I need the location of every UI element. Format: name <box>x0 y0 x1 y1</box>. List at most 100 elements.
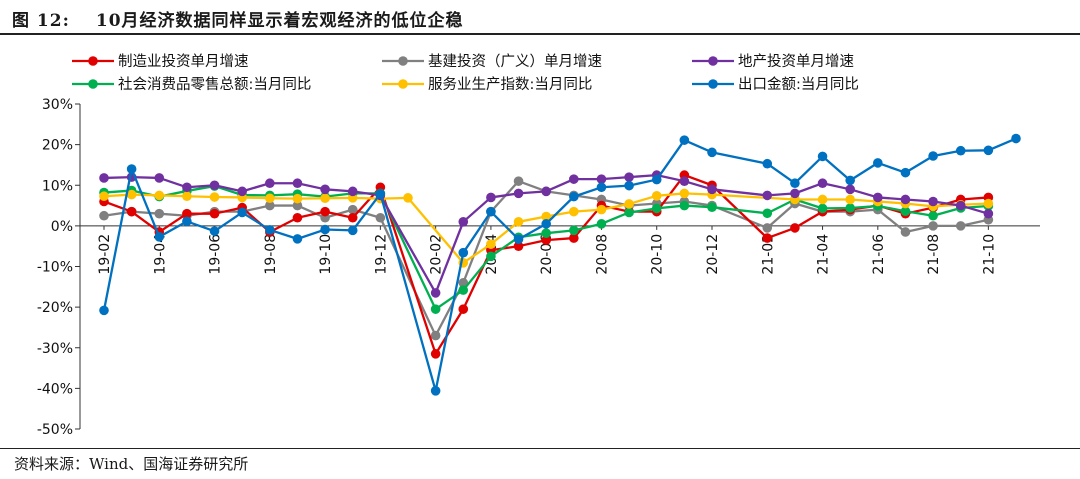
data-point <box>513 234 524 245</box>
legend-swatch-marker <box>708 56 718 66</box>
data-point <box>486 251 496 262</box>
legend-swatch-marker <box>88 79 98 89</box>
data-point <box>679 200 690 211</box>
data-point <box>99 173 109 183</box>
x-tick-label: 19-06 <box>208 234 224 275</box>
data-point <box>790 223 800 233</box>
data-point <box>458 217 469 227</box>
figure-number: 图 12: <box>12 11 70 31</box>
data-point <box>790 188 800 199</box>
y-tick-label: 0% <box>51 219 73 235</box>
data-point <box>762 190 773 201</box>
x-tick-label: 21-06 <box>871 234 887 275</box>
data-point <box>320 206 330 217</box>
data-point <box>458 247 469 258</box>
data-point <box>265 225 275 235</box>
x-tick-label: 19-10 <box>318 234 334 275</box>
data-point <box>430 288 441 298</box>
data-point <box>513 241 524 251</box>
data-point <box>486 239 496 249</box>
data-point <box>873 158 883 168</box>
x-tick-label: 21-10 <box>981 234 997 275</box>
data-point <box>817 203 828 214</box>
data-point <box>817 194 828 205</box>
data-point <box>928 210 938 221</box>
y-tick-label: -30% <box>37 341 73 357</box>
legend-item: 社会消费品零售总额:当月同比 <box>72 76 311 93</box>
data-point <box>651 174 662 185</box>
data-point <box>126 206 137 217</box>
data-point <box>928 221 938 231</box>
data-point <box>403 193 413 203</box>
data-point <box>99 210 109 221</box>
data-point <box>513 188 524 199</box>
data-point <box>679 176 690 186</box>
data-point <box>513 217 524 227</box>
legend-swatch-marker <box>398 56 408 66</box>
data-point <box>486 206 496 217</box>
series-line <box>102 137 1017 392</box>
source-note: 资料来源：Wind、国海证券研究所 <box>14 455 249 473</box>
legend-label: 服务业生产指数:当月同比 <box>428 76 592 93</box>
data-point <box>928 196 938 207</box>
x-tick-label: 21-02 <box>760 234 776 275</box>
data-point <box>182 182 192 193</box>
x-tick-label: 20-10 <box>650 234 666 275</box>
legend: 制造业投资单月增速 基建投资（广义）单月增速 地产投资单月增速社会消费品零售总额:当… <box>72 53 859 93</box>
data-point <box>265 193 275 204</box>
x-tick-label: 20-06 <box>539 234 555 275</box>
x-tick-label: 19-08 <box>263 234 279 275</box>
legend-swatch-marker <box>88 56 98 66</box>
data-point <box>430 349 441 359</box>
data-point <box>845 194 855 205</box>
data-point <box>154 173 165 183</box>
data-point <box>707 202 717 212</box>
data-point <box>209 180 220 191</box>
data-point <box>430 304 441 314</box>
data-point <box>430 330 441 341</box>
data-point <box>458 304 469 314</box>
data-point <box>596 219 607 229</box>
data-point <box>624 180 634 191</box>
data-point <box>320 193 330 204</box>
data-point <box>845 203 855 213</box>
data-point <box>983 198 994 209</box>
legend-label: 社会消费品零售总额:当月同比 <box>118 76 311 93</box>
data-point <box>320 184 330 195</box>
data-point <box>541 235 551 245</box>
data-point <box>292 193 303 204</box>
data-point <box>126 164 137 174</box>
x-tick-label: 20-08 <box>594 234 610 275</box>
data-point <box>486 192 496 203</box>
legend-label: 基建投资（广义）单月增速 <box>428 53 602 70</box>
data-point <box>762 208 773 219</box>
x-tick-label: 19-02 <box>97 234 113 275</box>
y-tick-label: 30% <box>42 97 73 113</box>
y-tick-label: -40% <box>37 381 73 397</box>
y-tick-label: 20% <box>42 138 73 154</box>
data-point <box>541 211 551 222</box>
data-point <box>569 191 579 202</box>
y-tick-label: -50% <box>37 422 73 438</box>
data-point <box>679 188 690 199</box>
data-point <box>292 200 303 211</box>
data-point <box>955 145 966 156</box>
data-point <box>983 145 994 156</box>
data-point <box>182 208 192 219</box>
data-point <box>569 225 579 236</box>
data-point <box>817 178 828 189</box>
data-point <box>292 212 303 223</box>
data-point <box>513 176 524 186</box>
series-5 <box>99 133 1021 396</box>
data-point <box>955 221 966 231</box>
data-point <box>900 194 911 205</box>
figure-title: 图 12: 10月经济数据同样显示着宏观经济的低位企稳 <box>12 6 464 31</box>
legend-item: 制造业投资单月增速 <box>72 53 249 70</box>
data-point <box>679 135 690 145</box>
data-point <box>707 147 717 158</box>
data-point <box>209 208 220 219</box>
legend-swatch-marker <box>708 79 718 89</box>
figure-title-text: 10月经济数据同样显示着宏观经济的低位企稳 <box>95 11 464 31</box>
data-point <box>569 206 579 217</box>
